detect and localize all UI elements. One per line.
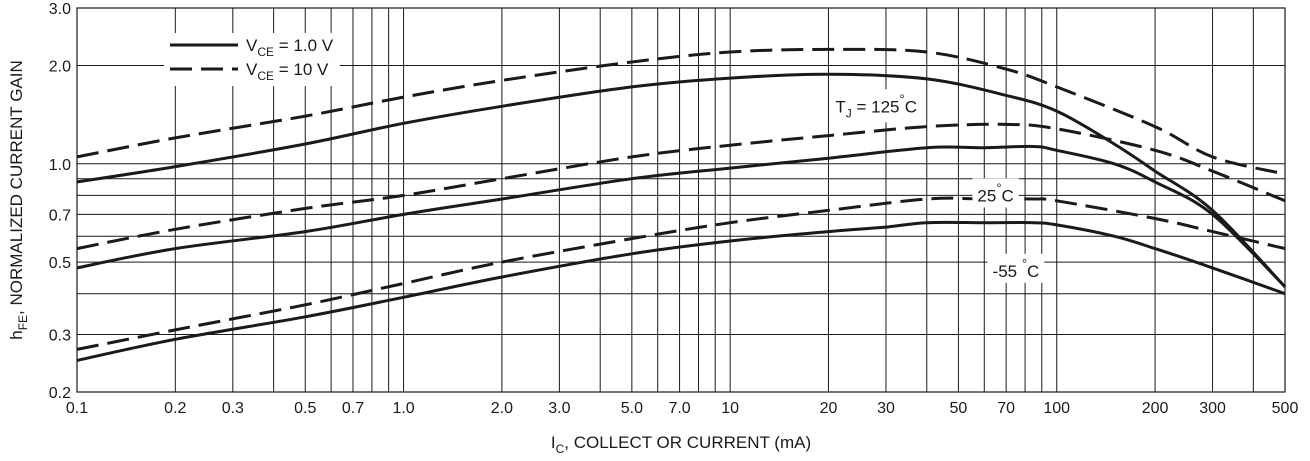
legend-label: VCE = 10 V <box>246 60 329 83</box>
curve-solid <box>76 144 1287 288</box>
legend-bg <box>164 33 340 86</box>
temperature-label-text: -55 °C <box>993 256 1040 281</box>
x-tick-label: 200 <box>1142 400 1169 417</box>
x-tick-label: 100 <box>1043 400 1070 417</box>
temperature-label-text: TJ = 125°C <box>835 91 917 120</box>
curve-solid <box>76 72 1287 288</box>
temperature-label-bg <box>830 89 922 123</box>
curve-dashed <box>76 196 1286 351</box>
temperature-label: -55 °C <box>987 253 1045 283</box>
y-axis-title: hFE, NORMALIZED CURRENT GAIN <box>7 60 30 340</box>
curves <box>76 47 1287 362</box>
x-tick-label: 0.3 <box>222 400 244 417</box>
x-tick-label: 5.0 <box>621 400 643 417</box>
legend-label: VCE = 1.0 V <box>246 36 334 59</box>
x-tick-label: 300 <box>1199 400 1226 417</box>
x-tick-label: 3.0 <box>548 400 570 417</box>
x-tick-label: 0.1 <box>66 400 88 417</box>
x-tick-label: 10 <box>721 400 739 417</box>
x-tick-label: 1.0 <box>392 400 414 417</box>
temperature-label: 25°C <box>972 178 1019 208</box>
y-tick-label: 0.5 <box>49 255 71 272</box>
x-tick-label: 0.5 <box>294 400 316 417</box>
temperature-label-bg <box>987 253 1045 283</box>
y-tick-label: 0.3 <box>49 328 71 345</box>
grid <box>77 8 1285 392</box>
x-axis-title: IC, COLLECT OR CURRENT (mA) <box>551 433 811 456</box>
x-tick-label: 2.0 <box>491 400 513 417</box>
temperature-label-text: 25°C <box>977 180 1013 205</box>
curve-solid <box>76 220 1286 362</box>
curve-dashed <box>76 47 1286 176</box>
x-tick-label: 0.7 <box>342 400 364 417</box>
y-tick-label: 1.0 <box>49 157 71 174</box>
curve-labels: TJ = 125°C 25°C -55 °C <box>830 89 1045 283</box>
x-tick-label: 500 <box>1272 400 1299 417</box>
temperature-label-bg <box>972 178 1019 208</box>
temperature-label: TJ = 125°C <box>830 89 922 123</box>
x-tick-label: 70 <box>997 400 1015 417</box>
y-tick-label: 0.7 <box>49 207 71 224</box>
x-tick-label: 30 <box>877 400 895 417</box>
y-tick-label: 2.0 <box>49 58 71 75</box>
tick-labels: 0.1 0.2 0.3 0.5 0.7 1.0 2.0 3.0 5.0 7.0 10 20 30 50 70… <box>49 1 1299 417</box>
x-tick-label: 50 <box>950 400 968 417</box>
y-tick-label: 3.0 <box>49 1 71 18</box>
y-tick-label: 0.2 <box>49 385 71 402</box>
x-tick-label: 7.0 <box>668 400 690 417</box>
curve-dashed <box>76 122 1286 251</box>
x-tick-label: 20 <box>820 400 838 417</box>
x-tick-label: 0.2 <box>164 400 186 417</box>
